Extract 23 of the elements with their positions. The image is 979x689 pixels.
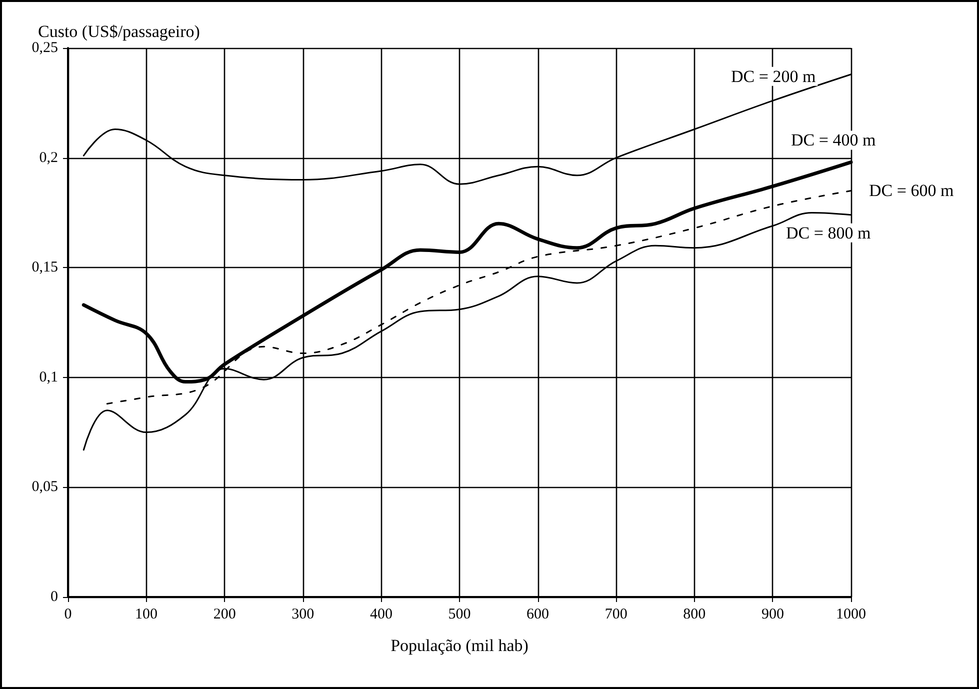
series-label: DC = 600 m: [869, 181, 954, 200]
x-tick-label: 900: [761, 606, 784, 622]
x-tick-label: 600: [526, 606, 550, 622]
x-tick-label: 500: [448, 606, 471, 622]
series-label: DC = 400 m: [791, 130, 876, 150]
series-label: DC = 200 m: [731, 66, 816, 86]
y-tick-label: 0,05: [32, 479, 58, 496]
x-tick-label: 200: [213, 606, 236, 622]
x-tick-label: 1000: [836, 606, 866, 622]
y-axis-title: Custo (US$/passageiro): [38, 22, 200, 41]
series-label: DC = 800 m: [786, 223, 871, 242]
y-tick-label: 0,15: [32, 260, 58, 276]
y-tick-label: 0,25: [32, 40, 58, 56]
x-tick-label: 800: [683, 606, 706, 622]
x-tick-label: 0: [64, 606, 72, 622]
y-tick-label: 0,2: [39, 150, 58, 166]
x-tick-label: 300: [292, 606, 314, 622]
x-tick-label: 100: [135, 606, 158, 622]
x-axis-title: População (mil hab): [390, 636, 528, 655]
x-tick-label: 400: [370, 606, 392, 622]
y-tick-label: 0: [50, 589, 58, 605]
y-tick-label: 0,1: [39, 369, 58, 386]
x-tick-label: 700: [604, 606, 628, 622]
